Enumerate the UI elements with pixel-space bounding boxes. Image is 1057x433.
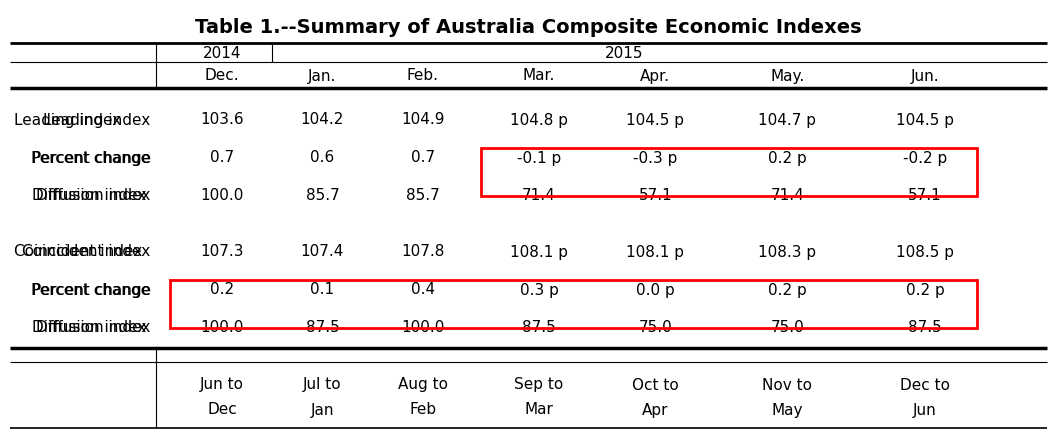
Text: 87.5: 87.5 bbox=[305, 320, 339, 336]
Text: 87.5: 87.5 bbox=[908, 320, 942, 336]
Text: 85.7: 85.7 bbox=[305, 188, 339, 204]
Text: Leading index: Leading index bbox=[43, 113, 150, 127]
Text: 57.1: 57.1 bbox=[638, 188, 672, 204]
Text: Diffusion index: Diffusion index bbox=[36, 188, 150, 204]
Bar bbox=[481, 148, 977, 196]
Text: May.: May. bbox=[771, 68, 804, 84]
Text: -0.3 p: -0.3 p bbox=[633, 151, 678, 165]
Text: Feb.: Feb. bbox=[407, 68, 439, 84]
Text: Coincident index: Coincident index bbox=[22, 245, 150, 259]
Text: 71.4: 71.4 bbox=[771, 188, 804, 204]
Text: Jun to: Jun to bbox=[200, 378, 244, 392]
Text: Sep to: Sep to bbox=[515, 378, 563, 392]
Text: 0.6: 0.6 bbox=[311, 151, 334, 165]
Text: 104.5 p: 104.5 p bbox=[627, 113, 684, 127]
Text: Aug to: Aug to bbox=[397, 378, 448, 392]
Text: Percent change: Percent change bbox=[32, 282, 151, 297]
Text: 107.4: 107.4 bbox=[300, 245, 345, 259]
Text: 0.3 p: 0.3 p bbox=[520, 282, 558, 297]
Text: May: May bbox=[772, 403, 803, 417]
Text: 104.5 p: 104.5 p bbox=[896, 113, 953, 127]
Text: 0.2 p: 0.2 p bbox=[906, 282, 944, 297]
Text: 104.7 p: 104.7 p bbox=[759, 113, 816, 127]
Text: 100.0: 100.0 bbox=[401, 320, 445, 336]
Text: 0.4: 0.4 bbox=[411, 282, 434, 297]
Text: Dec: Dec bbox=[207, 403, 237, 417]
Text: 71.4: 71.4 bbox=[522, 188, 556, 204]
Text: Diffusion index: Diffusion index bbox=[32, 320, 146, 336]
Text: Feb: Feb bbox=[409, 403, 437, 417]
Text: 85.7: 85.7 bbox=[406, 188, 440, 204]
Bar bbox=[170, 280, 977, 328]
Text: Oct to: Oct to bbox=[632, 378, 679, 392]
Text: Apr: Apr bbox=[642, 403, 669, 417]
Text: Jun.: Jun. bbox=[910, 68, 940, 84]
Text: 104.8 p: 104.8 p bbox=[511, 113, 568, 127]
Text: 0.0 p: 0.0 p bbox=[636, 282, 674, 297]
Text: Nov to: Nov to bbox=[762, 378, 813, 392]
Text: 108.1 p: 108.1 p bbox=[511, 245, 568, 259]
Text: 108.3 p: 108.3 p bbox=[759, 245, 816, 259]
Text: Dec.: Dec. bbox=[205, 68, 239, 84]
Text: Diffusion index: Diffusion index bbox=[36, 320, 150, 336]
Text: 107.3: 107.3 bbox=[200, 245, 244, 259]
Text: Mar.: Mar. bbox=[523, 68, 555, 84]
Text: Coincident index: Coincident index bbox=[14, 245, 143, 259]
Text: 0.7: 0.7 bbox=[411, 151, 434, 165]
Text: Jan.: Jan. bbox=[309, 68, 336, 84]
Text: Jul to: Jul to bbox=[303, 378, 341, 392]
Text: Dec to: Dec to bbox=[900, 378, 950, 392]
Text: 57.1: 57.1 bbox=[908, 188, 942, 204]
Text: Leading index: Leading index bbox=[14, 113, 122, 127]
Text: 100.0: 100.0 bbox=[200, 320, 244, 336]
Text: Jan: Jan bbox=[311, 403, 334, 417]
Text: 108.1 p: 108.1 p bbox=[627, 245, 684, 259]
Text: 104.2: 104.2 bbox=[300, 113, 345, 127]
Text: Mar: Mar bbox=[524, 403, 554, 417]
Text: 0.7: 0.7 bbox=[210, 151, 234, 165]
Text: Jun: Jun bbox=[913, 403, 937, 417]
Text: 107.8: 107.8 bbox=[401, 245, 445, 259]
Text: Percent change: Percent change bbox=[32, 151, 151, 165]
Text: Percent change: Percent change bbox=[32, 151, 150, 165]
Text: Diffusion index: Diffusion index bbox=[32, 188, 146, 204]
Text: 0.2 p: 0.2 p bbox=[768, 151, 806, 165]
Text: Table 1.--Summary of Australia Composite Economic Indexes: Table 1.--Summary of Australia Composite… bbox=[196, 18, 861, 37]
Text: 75.0: 75.0 bbox=[771, 320, 804, 336]
Text: 108.5 p: 108.5 p bbox=[896, 245, 953, 259]
Text: -0.2 p: -0.2 p bbox=[903, 151, 947, 165]
Text: 0.2: 0.2 bbox=[210, 282, 234, 297]
Text: -0.1 p: -0.1 p bbox=[517, 151, 561, 165]
Text: 2015: 2015 bbox=[605, 45, 643, 61]
Text: 0.2 p: 0.2 p bbox=[768, 282, 806, 297]
Text: Apr.: Apr. bbox=[641, 68, 670, 84]
Text: 87.5: 87.5 bbox=[522, 320, 556, 336]
Text: 104.9: 104.9 bbox=[401, 113, 445, 127]
Text: 103.6: 103.6 bbox=[200, 113, 244, 127]
Text: 0.1: 0.1 bbox=[311, 282, 334, 297]
Text: 100.0: 100.0 bbox=[200, 188, 244, 204]
Text: 75.0: 75.0 bbox=[638, 320, 672, 336]
Text: 2014: 2014 bbox=[203, 45, 241, 61]
Text: Percent change: Percent change bbox=[32, 282, 150, 297]
